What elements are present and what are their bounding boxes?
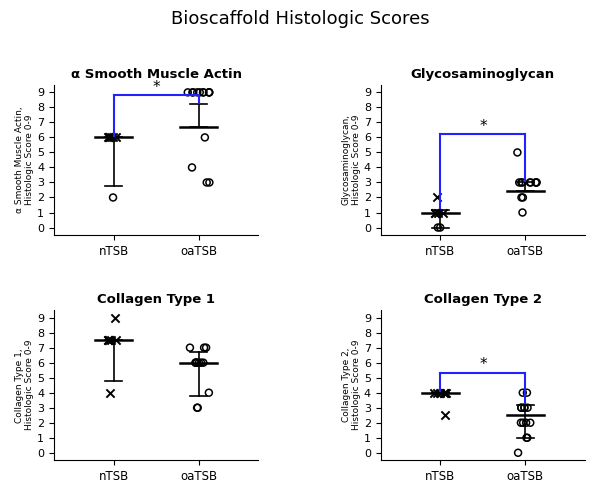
Point [438,209,448,217]
Y-axis label: Collagen Type 1,
Histologic Score 0-9: Collagen Type 1, Histologic Score 0-9 [15,340,34,430]
Point [103,133,112,141]
Text: *: * [479,358,487,373]
Text: Bioscaffold Histologic Scores: Bioscaffold Histologic Scores [170,10,430,28]
Point [523,434,532,442]
Point [516,419,526,427]
Point [204,389,214,397]
Point [205,88,214,96]
Point [521,419,531,427]
Point [517,178,526,186]
Point [523,404,532,412]
Point [191,359,200,367]
Point [205,88,214,96]
Point [201,344,211,352]
Point [518,209,527,217]
Point [200,133,209,141]
Title: Collagen Type 2: Collagen Type 2 [424,293,542,306]
Point [191,359,200,367]
Text: *: * [152,80,160,95]
Point [196,359,206,367]
Point [199,344,209,352]
Point [204,88,214,96]
Point [522,389,532,397]
Point [518,419,528,427]
Point [185,344,195,352]
Point [205,178,214,186]
Point [440,411,450,419]
Point [112,133,121,141]
Point [188,88,198,96]
Point [526,178,536,186]
Point [532,178,541,186]
Point [514,178,524,186]
Point [432,194,442,202]
Point [526,419,535,427]
Point [517,404,526,412]
Point [430,389,439,397]
Point [521,434,531,442]
Point [441,389,451,397]
Point [106,336,115,344]
Point [183,88,193,96]
Point [195,88,205,96]
Point [193,404,203,412]
Y-axis label: Collagen Type 2,
Histologic Score 0-9: Collagen Type 2, Histologic Score 0-9 [342,340,361,430]
Point [103,336,113,344]
Title: Collagen Type 1: Collagen Type 1 [97,293,215,306]
Text: *: * [479,119,487,133]
Point [430,209,439,217]
Point [518,178,527,186]
Point [202,178,212,186]
Point [436,389,445,397]
Point [517,194,526,202]
Point [108,194,118,202]
Point [187,163,197,171]
Point [518,389,527,397]
Title: α Smooth Muscle Actin: α Smooth Muscle Actin [71,68,242,81]
Point [111,336,121,344]
Point [191,359,201,367]
Point [198,88,208,96]
Point [106,133,116,141]
Point [108,133,118,141]
Point [518,194,527,202]
Point [188,88,197,96]
Point [440,389,449,397]
Point [520,404,529,412]
Point [192,404,202,412]
Y-axis label: Glycosaminoglycan,
Histologic Score 0-9: Glycosaminoglycan, Histologic Score 0-9 [342,115,361,206]
Point [525,178,535,186]
Point [517,404,526,412]
Point [199,359,208,367]
Point [104,133,114,141]
Point [439,389,449,397]
Point [532,178,541,186]
Point [430,209,440,217]
Point [432,389,442,397]
Point [512,148,522,156]
Point [194,359,204,367]
Title: Glycosaminoglycan: Glycosaminoglycan [411,68,555,81]
Point [105,389,115,397]
Point [433,224,443,232]
Point [199,88,208,96]
Point [193,88,202,96]
Y-axis label: α Smooth Muscle Actin,
Histologic Score 0-9: α Smooth Muscle Actin, Histologic Score … [15,107,34,213]
Point [436,224,445,232]
Point [513,449,523,457]
Point [531,178,541,186]
Point [192,359,202,367]
Point [104,336,114,344]
Point [104,133,113,141]
Point [433,209,443,217]
Point [520,404,529,412]
Point [110,314,119,322]
Point [103,336,113,344]
